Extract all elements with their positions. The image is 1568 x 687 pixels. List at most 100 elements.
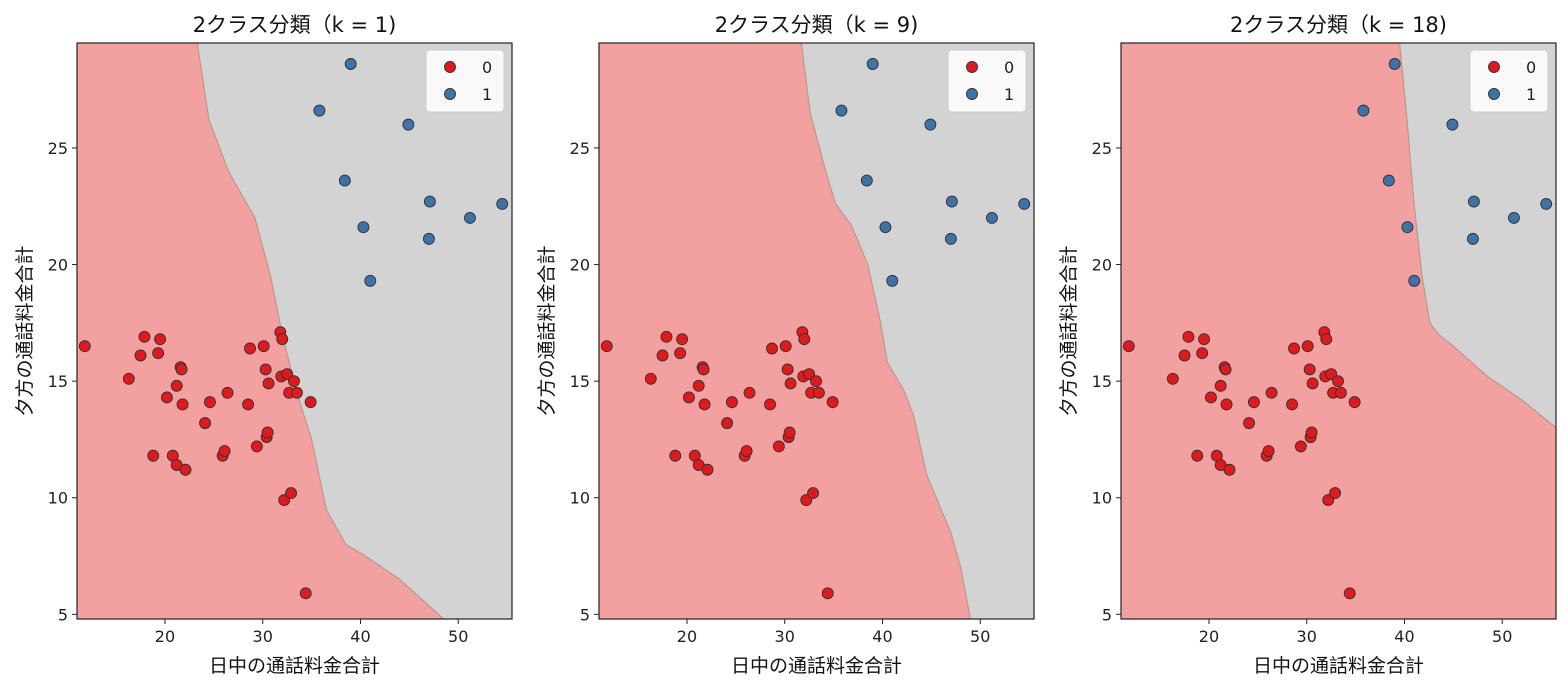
data-point-class-0 xyxy=(1247,396,1260,409)
data-point-class-1 xyxy=(1382,174,1395,187)
data-point-class-0 xyxy=(1320,333,1333,346)
y-tick-label: 20 xyxy=(48,256,68,275)
data-point-class-0 xyxy=(1243,417,1256,430)
data-point-class-0 xyxy=(1204,391,1217,404)
y-tick-label: 10 xyxy=(570,489,590,508)
axes-frame xyxy=(1120,42,1557,620)
data-point-class-0 xyxy=(244,342,256,355)
y-tick-label: 25 xyxy=(570,139,590,158)
data-point-class-0 xyxy=(725,396,738,409)
data-point-class-0 xyxy=(242,398,255,411)
data-point-class-0 xyxy=(674,347,687,360)
x-tick-label: 40 xyxy=(350,627,370,646)
legend-marker-class-0 xyxy=(1488,61,1500,73)
plot-area xyxy=(77,43,512,619)
data-point-class-0 xyxy=(740,445,753,458)
plot-area xyxy=(599,43,1034,619)
axes-frame xyxy=(76,42,513,620)
data-point-class-1 xyxy=(986,211,998,224)
x-axis-label: 日中の通話料金合計 xyxy=(209,655,380,677)
data-point-class-0 xyxy=(160,391,173,404)
data-point-class-0 xyxy=(179,463,192,476)
data-point-class-0 xyxy=(1301,340,1314,353)
data-point-class-1 xyxy=(860,174,873,187)
data-point-class-0 xyxy=(779,340,792,353)
data-point-class-0 xyxy=(288,375,300,388)
legend: 01 xyxy=(947,49,1027,113)
chart-title: 2クラス分類（k = 9) xyxy=(715,13,919,37)
y-tick-label: 15 xyxy=(570,372,590,391)
data-point-class-0 xyxy=(1332,375,1344,388)
legend-label: 0 xyxy=(1526,58,1536,77)
data-point-class-0 xyxy=(701,463,714,476)
data-point-class-0 xyxy=(78,340,91,353)
legend-box xyxy=(425,49,505,113)
data-point-class-0 xyxy=(1265,386,1278,399)
data-point-class-0 xyxy=(810,375,822,388)
data-point-class-0 xyxy=(783,426,796,439)
data-point-class-0 xyxy=(698,398,711,411)
y-axis-label: 夕方の通話料金合計 xyxy=(1058,245,1080,416)
data-point-class-0 xyxy=(812,386,825,399)
chart-title: 2クラス分類（k = 18) xyxy=(1230,13,1447,37)
y-tick-label: 20 xyxy=(570,256,590,275)
data-point-class-1 xyxy=(924,118,937,131)
data-point-class-0 xyxy=(276,333,289,346)
data-point-class-0 xyxy=(299,587,312,600)
legend-box xyxy=(1469,49,1549,113)
data-point-class-0 xyxy=(1305,426,1318,439)
data-point-class-0 xyxy=(1191,449,1204,462)
data-point-class-0 xyxy=(1288,342,1300,355)
data-point-class-0 xyxy=(656,349,669,362)
data-point-class-0 xyxy=(676,333,689,346)
data-point-class-0 xyxy=(682,391,695,404)
data-point-class-1 xyxy=(866,58,879,70)
data-point-class-0 xyxy=(122,372,135,385)
region-class-0 xyxy=(77,43,444,619)
x-axis-label: 日中の通話料金合計 xyxy=(731,655,902,677)
decision-boundary xyxy=(1398,43,1556,429)
legend-marker-class-1 xyxy=(1488,88,1500,100)
data-point-class-0 xyxy=(1219,363,1232,376)
data-point-class-1 xyxy=(422,232,435,245)
data-point-class-1 xyxy=(464,211,476,224)
data-point-class-1 xyxy=(1466,232,1479,245)
y-tick-label: 25 xyxy=(1092,139,1112,158)
y-tick-label: 25 xyxy=(48,139,68,158)
data-point-class-0 xyxy=(1303,363,1316,376)
chart-title: 2クラス分類（k = 1) xyxy=(193,13,397,37)
data-point-class-0 xyxy=(170,379,183,392)
x-tick-label: 30 xyxy=(1297,627,1317,646)
legend-label: 1 xyxy=(482,85,492,104)
data-point-class-0 xyxy=(781,363,794,376)
data-point-class-0 xyxy=(138,330,151,343)
data-point-class-0 xyxy=(669,449,682,462)
data-point-class-1 xyxy=(402,118,415,131)
data-point-class-0 xyxy=(1182,330,1195,343)
data-point-class-1 xyxy=(1401,221,1414,234)
data-point-class-0 xyxy=(1262,445,1275,458)
data-point-class-0 xyxy=(692,379,705,392)
data-point-class-0 xyxy=(250,440,263,453)
legend: 01 xyxy=(1469,49,1549,113)
data-point-class-0 xyxy=(1166,372,1179,385)
x-tick-label: 50 xyxy=(448,627,468,646)
data-point-class-0 xyxy=(1348,396,1361,409)
data-point-class-1 xyxy=(338,174,351,187)
data-point-class-1 xyxy=(1467,195,1480,208)
data-point-class-1 xyxy=(1018,197,1031,210)
x-tick-label: 40 xyxy=(1394,627,1414,646)
y-tick-label: 5 xyxy=(580,605,590,624)
data-point-class-0 xyxy=(221,386,234,399)
data-point-class-1 xyxy=(357,221,370,234)
legend-marker-class-0 xyxy=(966,61,978,73)
data-point-class-0 xyxy=(134,349,147,362)
data-point-class-0 xyxy=(152,347,165,360)
data-point-class-0 xyxy=(772,440,785,453)
y-tick-label: 10 xyxy=(1092,489,1112,508)
data-point-class-0 xyxy=(1122,340,1135,353)
data-point-class-0 xyxy=(826,396,839,409)
